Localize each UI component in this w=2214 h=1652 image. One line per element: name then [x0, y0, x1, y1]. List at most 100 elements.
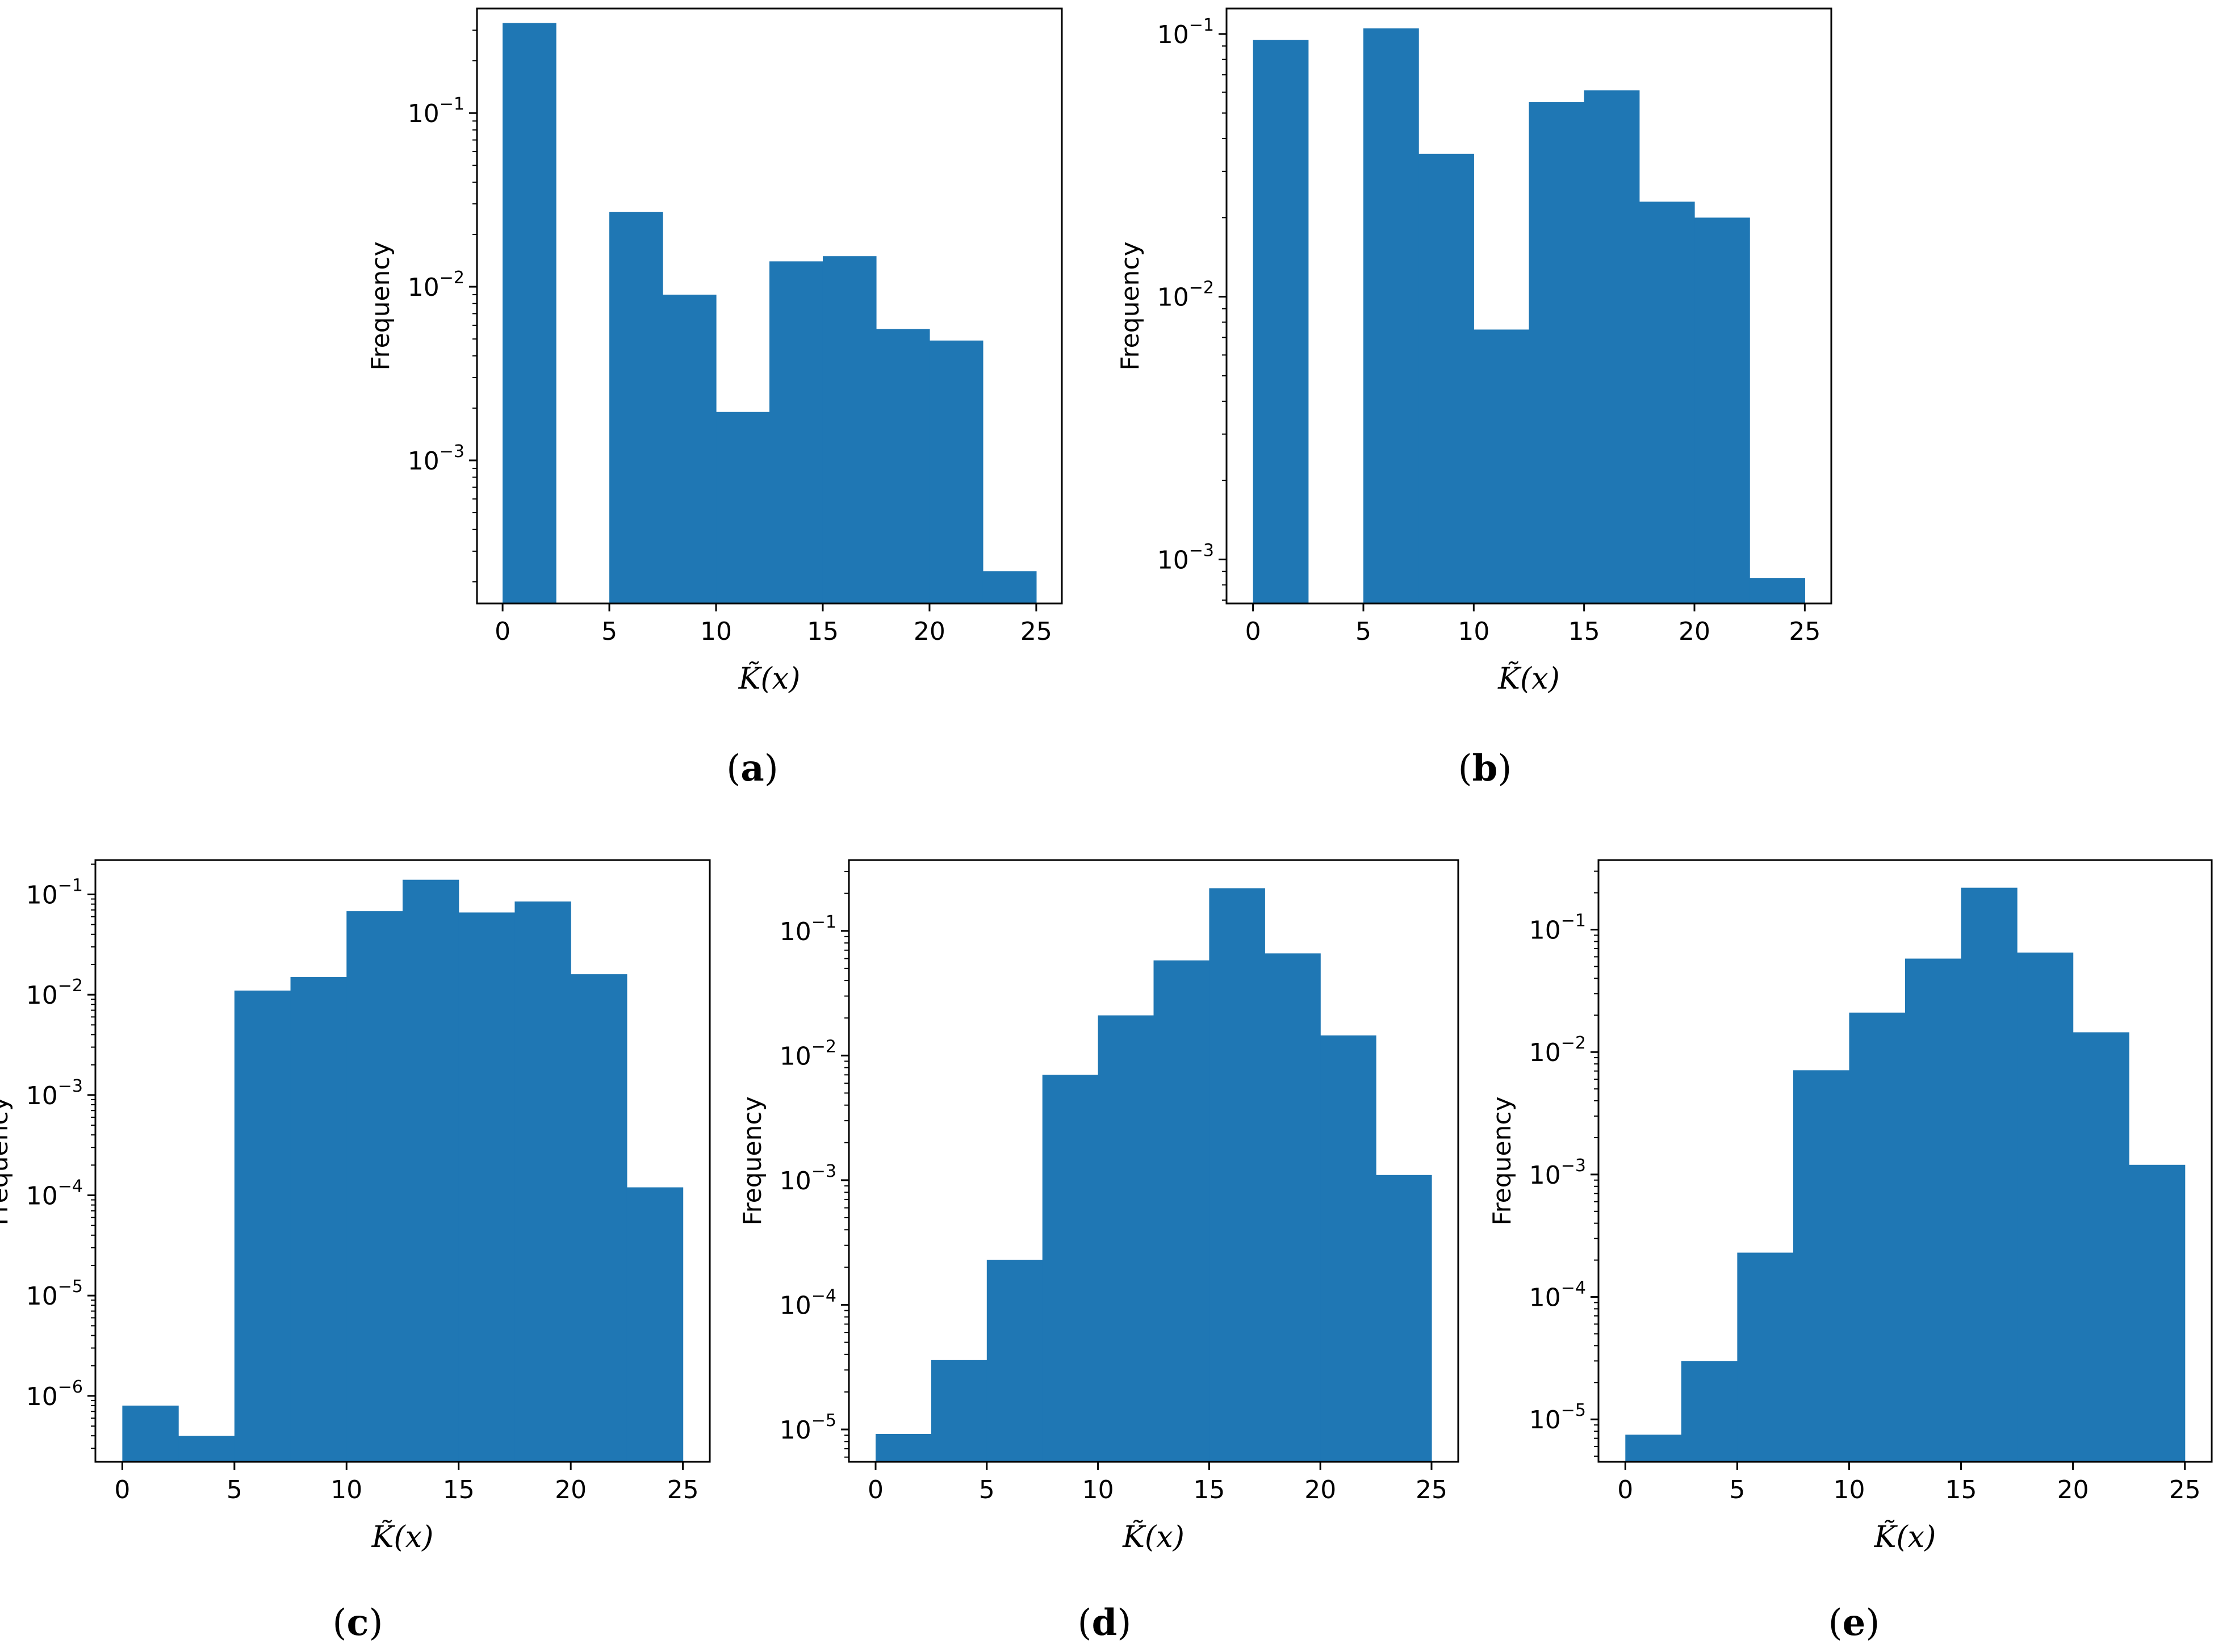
y-axis-label: Frequency — [366, 241, 395, 370]
histogram-bar — [122, 1405, 179, 1462]
x-tick-label: 25 — [2169, 1475, 2201, 1504]
y-tick-label: 10−1 — [1157, 15, 1214, 49]
x-tick-label: 10 — [1833, 1475, 1865, 1504]
histogram-bar — [1376, 1175, 1432, 1462]
y-tick-label: 10−1 — [26, 875, 83, 909]
y-axis-label: Frequency — [0, 1096, 14, 1225]
histogram-bar — [1639, 202, 1695, 603]
x-axis-label: K̃(x) — [371, 1520, 434, 1554]
y-tick-label: 10−3 — [26, 1076, 83, 1110]
x-tick-label: 20 — [555, 1475, 587, 1504]
histogram-bar — [403, 879, 459, 1462]
y-tick-label: 10−2 — [780, 1037, 836, 1071]
histogram-bar — [663, 295, 717, 603]
x-tick-label: 0 — [495, 617, 510, 646]
axes-frame — [1597, 859, 2213, 1463]
y-tick-label: 10−2 — [408, 268, 464, 302]
x-tick-label: 0 — [868, 1475, 884, 1504]
x-tick-label: 10 — [1082, 1475, 1114, 1504]
histogram-bar — [1737, 1252, 1794, 1462]
y-tick-label: 10−2 — [1529, 1033, 1586, 1067]
axes-frame — [476, 7, 1063, 605]
histogram-bar — [1584, 90, 1640, 603]
histogram-bar — [514, 901, 571, 1462]
y-tick-label: 10−5 — [26, 1277, 83, 1311]
histogram-bar — [178, 1436, 235, 1462]
y-tick-label: 10−3 — [1157, 540, 1214, 575]
chart-panel-a: 0 5 10 15 20 25 10−1 10−2 10−3 K̃(x) Frequency (a) — [366, 7, 1063, 790]
x-tick-label: 25 — [1416, 1475, 1447, 1504]
y-tick-label: 10−3 — [780, 1162, 836, 1196]
x-tick-label: 20 — [1304, 1475, 1336, 1504]
axes-frame — [848, 859, 1459, 1463]
chart-panel-d: 0 5 10 15 20 25 10−1 10−2 10−3 10−4 10−5 K̃(x) Frequ… — [738, 859, 1459, 1644]
panel-label: (e) — [1828, 1601, 1880, 1644]
panel-label: (c) — [333, 1601, 383, 1644]
histogram-bar — [1905, 958, 1962, 1462]
histogram-bar — [769, 261, 823, 604]
chart-panel-e: 0 5 10 15 20 25 10−1 10−2 10−3 10−4 10−5 K̃(x) Frequ… — [1488, 859, 2213, 1644]
x-tick-label: 15 — [807, 617, 839, 646]
x-tick-label: 5 — [227, 1475, 242, 1504]
x-tick-label: 20 — [914, 617, 945, 646]
y-tick-label: 10−1 — [780, 912, 836, 946]
histogram-bar — [1625, 1435, 1682, 1462]
x-tick-label: 5 — [1355, 617, 1371, 646]
chart-panel-b: 0 5 10 15 20 25 10−1 10−2 10−3 K̃(x) Frequency (b) — [1116, 7, 1832, 790]
x-axis-label: K̃(x) — [1874, 1520, 1936, 1554]
y-tick-label: 10−1 — [408, 94, 464, 128]
y-tick-label: 10−6 — [26, 1377, 83, 1411]
histogram-bar — [1042, 1075, 1099, 1462]
y-axis-label: Frequency — [1488, 1096, 1517, 1225]
x-tick-label: 25 — [667, 1475, 699, 1504]
y-tick-label: 10−4 — [1529, 1278, 1586, 1313]
histogram-bar — [234, 990, 291, 1462]
panel-label: (d) — [1078, 1601, 1132, 1644]
histogram-bar — [2073, 1032, 2129, 1462]
histogram-bar — [1694, 217, 1750, 603]
panel-label: (a) — [726, 747, 778, 790]
histogram-bar — [1681, 1361, 1738, 1462]
histogram-bar — [2129, 1164, 2186, 1462]
histogram-bar — [1265, 953, 1321, 1462]
histogram-bar — [1750, 578, 1805, 603]
x-tick-label: 5 — [601, 617, 617, 646]
y-axis-label: Frequency — [1116, 241, 1145, 370]
histogram-bar — [571, 974, 627, 1462]
x-tick-label: 20 — [2057, 1475, 2089, 1504]
histogram-bar — [1474, 329, 1530, 603]
histogram-bar — [822, 256, 877, 603]
y-tick-label: 10−5 — [1529, 1401, 1586, 1435]
histogram-bar — [982, 571, 1037, 603]
x-axis-label: K̃(x) — [738, 661, 801, 696]
x-tick-label: 15 — [1945, 1475, 1977, 1504]
y-tick-label: 10−2 — [26, 976, 83, 1010]
histogram-bar — [875, 1433, 932, 1462]
x-tick-label: 5 — [1729, 1475, 1745, 1504]
histogram-bar — [1418, 153, 1474, 603]
histogram-bar — [931, 1360, 987, 1462]
histogram-bar — [1320, 1035, 1376, 1462]
chart-panel-c: 0 5 10 15 20 25 10−1 10−2 10−3 10−4 10−5 10−6 K̃(x) F… — [0, 859, 711, 1644]
histogram-bar — [609, 212, 663, 604]
histogram-bar — [929, 340, 983, 603]
x-tick-label: 10 — [1458, 617, 1489, 646]
y-tick-label: 10−4 — [780, 1286, 836, 1320]
x-tick-label: 0 — [114, 1475, 130, 1504]
y-tick-label: 10−1 — [1529, 911, 1586, 945]
x-axis-label: K̃(x) — [1497, 661, 1560, 696]
y-tick-label: 10−5 — [780, 1411, 836, 1445]
histogram-bar — [1961, 887, 2018, 1462]
y-axis-label: Frequency — [738, 1096, 767, 1225]
histogram-bar — [458, 912, 516, 1462]
histogram-bar — [716, 412, 770, 603]
histogram-bar — [986, 1260, 1043, 1462]
histogram-bar — [1098, 1015, 1154, 1462]
histogram-bar — [1253, 40, 1309, 604]
y-tick-label: 10−4 — [26, 1176, 83, 1210]
histogram-bar — [1849, 1012, 1906, 1462]
x-tick-label: 25 — [1020, 617, 1052, 646]
x-axis-label: K̃(x) — [1122, 1520, 1185, 1554]
x-tick-label: 20 — [1679, 617, 1710, 646]
